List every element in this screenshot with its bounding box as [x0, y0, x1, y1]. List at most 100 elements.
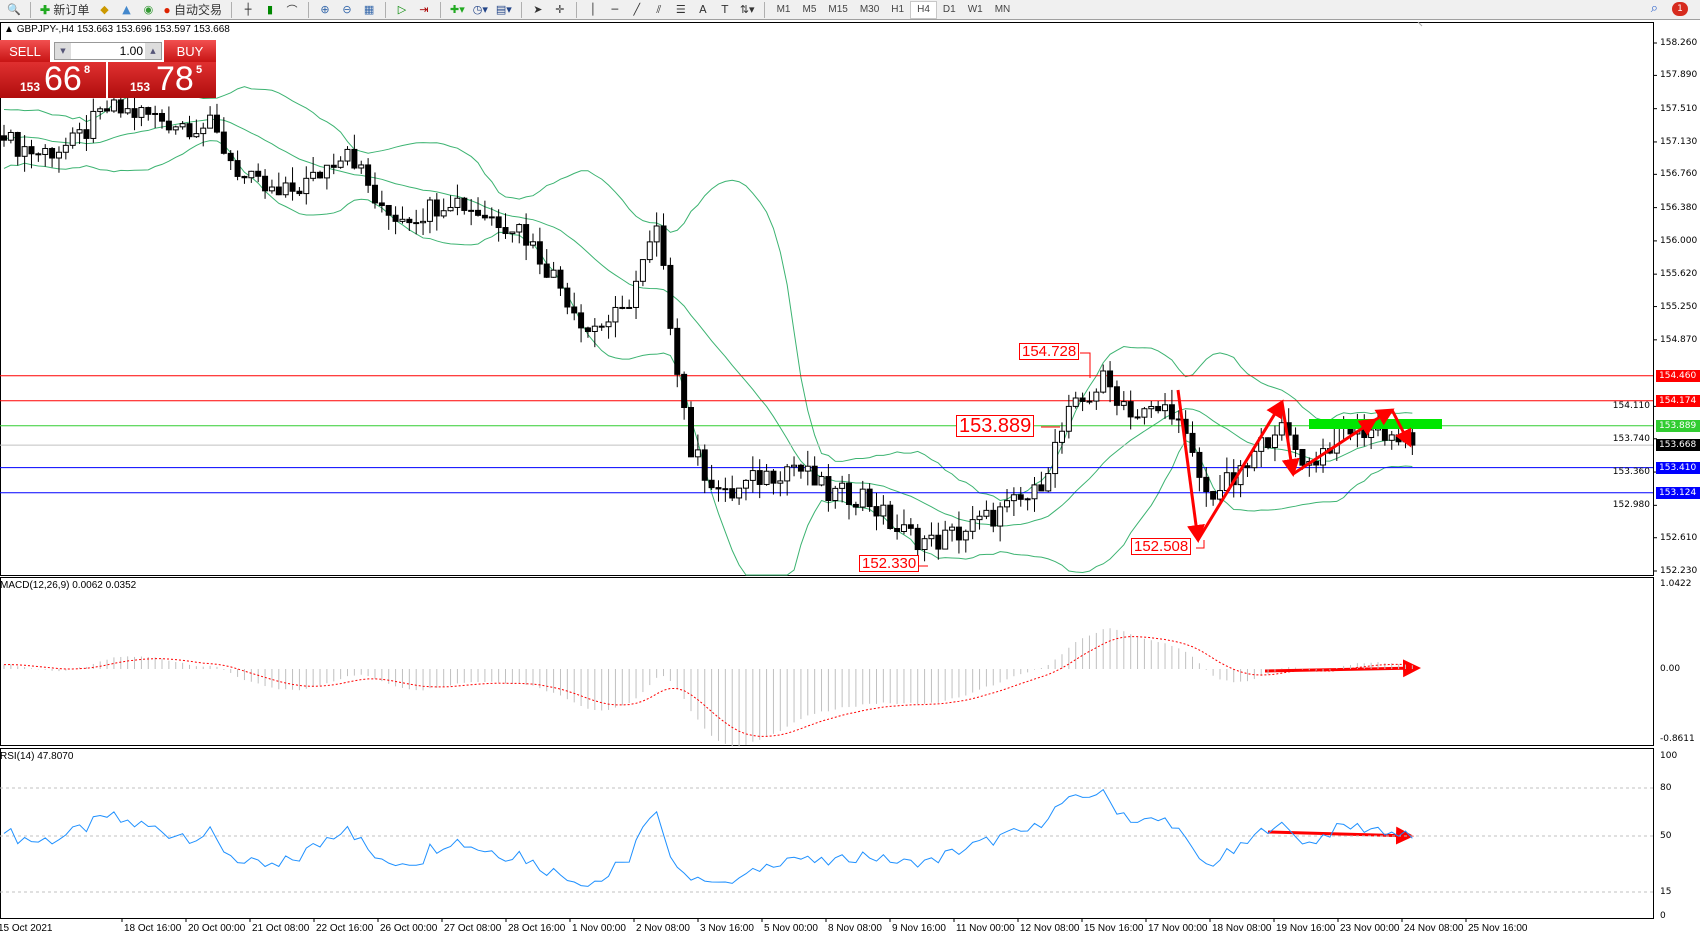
line-chart-icon[interactable]: ⌒: [286, 3, 298, 17]
candle: [578, 304, 585, 343]
vertical-line-icon[interactable]: │: [589, 3, 597, 16]
time-label: 17 Nov 00:00: [1148, 923, 1208, 934]
candle-body: [255, 170, 262, 177]
time-label: 1 Nov 00:00: [572, 923, 626, 934]
candle-body: [227, 152, 234, 162]
candle: [708, 464, 715, 490]
timeframe-m1[interactable]: M1: [776, 4, 791, 15]
search-icon[interactable]: ⌕: [1650, 1, 1658, 16]
signals-icon[interactable]: ▲: [122, 3, 131, 16]
candle-body: [179, 123, 186, 128]
candle: [399, 206, 406, 224]
time-label: 27 Oct 08:00: [444, 923, 502, 934]
sell-price[interactable]: 153 66 8: [0, 60, 106, 98]
candle-body: [454, 197, 461, 208]
horizontal-line-icon[interactable]: ─: [611, 3, 619, 16]
candle-body: [440, 210, 447, 217]
timeframe-w1[interactable]: W1: [967, 4, 983, 15]
timeframe-h1[interactable]: H1: [891, 4, 905, 15]
radio-icon[interactable]: ◉: [143, 3, 154, 16]
candle-body: [28, 146, 35, 155]
search-icon[interactable]: 🔍: [7, 3, 21, 16]
timeframe-m15[interactable]: M15: [828, 4, 848, 15]
candle-body: [1010, 494, 1017, 502]
buy-price[interactable]: 153 78 5: [108, 60, 216, 98]
timeframe-m30[interactable]: M30: [859, 4, 880, 15]
toolbar-separator: [30, 1, 31, 18]
candle-body: [159, 112, 166, 122]
auto-scroll-icon[interactable]: ▷: [397, 3, 407, 16]
periods-icon[interactable]: ◷▾: [472, 3, 488, 16]
candlestick-icon[interactable]: ▮: [267, 3, 274, 16]
candle-body: [1107, 370, 1114, 388]
arrows-icon[interactable]: ⇅▾: [739, 3, 755, 16]
candle: [1058, 422, 1065, 454]
trendline-icon[interactable]: ╱: [633, 3, 641, 16]
candle: [49, 147, 56, 168]
candle: [962, 529, 969, 553]
candle-body: [550, 269, 557, 278]
candle-body: [1155, 405, 1162, 412]
notification-badge[interactable]: 1: [1672, 1, 1688, 16]
candle-body: [186, 123, 193, 138]
increase-lot-icon[interactable]: ▲: [145, 43, 161, 59]
new-order-button[interactable]: ✚ 新订单: [37, 1, 92, 19]
candle-body: [1031, 484, 1038, 500]
auto-trading-icon: ●: [163, 2, 171, 17]
equidistant-channel-icon[interactable]: ⫽: [656, 2, 662, 16]
candle: [770, 469, 777, 495]
candle-body: [488, 216, 495, 219]
candle: [633, 270, 640, 319]
candle: [997, 502, 1004, 542]
templates-icon[interactable]: ▤▾: [495, 3, 512, 16]
candle-body: [983, 509, 990, 517]
decrease-lot-icon[interactable]: ▼: [55, 43, 71, 59]
candle-body: [962, 530, 969, 541]
cursor-icon[interactable]: ➤: [533, 3, 543, 16]
candle-body: [447, 206, 454, 212]
zoom-out-icon[interactable]: ⊖: [342, 3, 352, 16]
fibonacci-icon[interactable]: ☰: [675, 3, 686, 16]
candle-body: [701, 449, 708, 481]
candle: [255, 163, 262, 183]
timeframe-m5[interactable]: M5: [802, 4, 817, 15]
candle: [921, 535, 928, 562]
candle-body: [385, 204, 392, 216]
crosshair-icon[interactable]: ✛: [555, 3, 565, 16]
candle: [1162, 393, 1169, 419]
price-tick-label: 152.980: [1612, 500, 1650, 511]
candle: [646, 230, 653, 263]
text-icon[interactable]: A: [699, 3, 707, 16]
auto-trading-button[interactable]: ● 自动交易: [160, 1, 225, 19]
annotation-leader: [1196, 540, 1205, 549]
indicators-icon[interactable]: ✚▾: [450, 3, 465, 16]
rsi-tick-label: 15: [1660, 887, 1672, 897]
buy-button[interactable]: BUY: [164, 40, 216, 62]
candle-body: [626, 306, 633, 309]
candle: [949, 523, 956, 542]
candle: [488, 207, 495, 226]
timeframe-d1[interactable]: D1: [942, 4, 956, 15]
time-label: 12 Nov 08:00: [1020, 923, 1080, 934]
candle: [97, 106, 104, 120]
lot-size-input[interactable]: [71, 44, 145, 58]
price-tick-label: 156.760: [1660, 169, 1698, 180]
candle: [694, 434, 701, 466]
candle-body: [268, 186, 275, 192]
bar-chart-icon[interactable]: ┼: [244, 3, 252, 16]
candle: [481, 200, 488, 221]
candle: [1134, 409, 1141, 420]
tile-windows-icon[interactable]: ▦: [363, 3, 375, 16]
candle: [1024, 497, 1031, 511]
zoom-in-icon[interactable]: ⊕: [320, 3, 330, 16]
chart-shift-icon[interactable]: ⇥: [419, 3, 429, 16]
timeframe-mn[interactable]: MN: [994, 4, 1011, 15]
text-label-icon[interactable]: T: [721, 3, 729, 16]
sell-button[interactable]: SELL: [0, 40, 50, 62]
candle: [852, 501, 859, 516]
market-watch-icon[interactable]: ◆: [100, 3, 109, 16]
candle-body: [900, 524, 907, 532]
timeframe-h4[interactable]: H4: [910, 0, 937, 19]
candle-body: [83, 129, 90, 139]
